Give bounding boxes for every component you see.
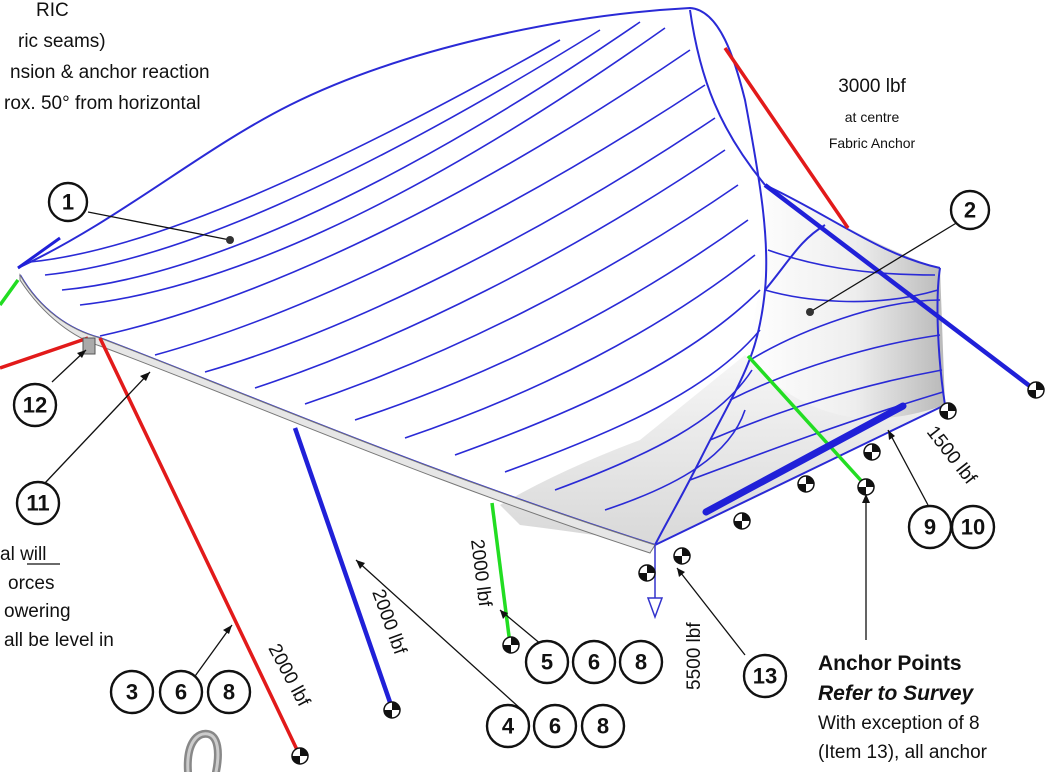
force-top-right-sub1: at centre — [845, 109, 900, 125]
anchor-marker — [638, 564, 656, 582]
force-top-right-sub2: Fabric Anchor — [829, 135, 916, 151]
force-right-edge: 1500 lbf — [922, 422, 981, 489]
svg-text:3: 3 — [126, 680, 138, 705]
callout-2: 2 — [949, 189, 991, 231]
force-corner: 5500 lbf — [684, 622, 705, 690]
note-top-line-1: RIC — [36, 0, 69, 21]
anchor-bar-blue — [702, 402, 907, 516]
cable-blue-right — [763, 183, 1037, 392]
note-left-line-4: all be level in — [4, 630, 114, 651]
svg-text:9: 9 — [924, 515, 936, 540]
callout-11: 11 — [15, 480, 61, 526]
note-left-line-3: owering — [4, 601, 71, 622]
cable-blue-center-post — [292, 427, 395, 709]
anchor-marker — [939, 402, 957, 420]
note-left-line-2: orces — [8, 573, 54, 594]
fabric-outline-top — [17, 6, 768, 546]
fabric-outline-right-side — [936, 267, 946, 406]
anchor-marker — [857, 478, 875, 496]
anchor-markers — [82, 337, 1045, 765]
callout-1: 1 — [47, 181, 89, 223]
fabric-outline-right-ridge — [764, 184, 941, 269]
force-green-post: 2000 lbf — [466, 538, 495, 608]
cable-green-center-post — [490, 502, 512, 645]
callout-group-4-6-8: 4 6 8 — [485, 703, 626, 749]
note-top-line-2: ric seams) — [18, 31, 106, 52]
fabric-seams — [29, 21, 944, 511]
cables — [0, 47, 1037, 757]
fabric-inner-fold — [689, 9, 826, 291]
anchor-marker — [733, 512, 751, 530]
shackle-image — [183, 729, 222, 772]
svg-text:5: 5 — [541, 650, 553, 675]
anchor-marker — [797, 475, 815, 493]
fabric-membrane — [17, 6, 946, 554]
anchor-note-line-1: With exception of 8 — [818, 713, 980, 734]
svg-text:6: 6 — [175, 680, 187, 705]
anchor-marker — [291, 747, 309, 765]
corner-plumb-bob — [646, 597, 664, 620]
callout-12: 12 — [12, 382, 58, 428]
callout-group-3-6-8: 3 6 8 — [109, 669, 252, 715]
svg-text:6: 6 — [588, 650, 600, 675]
anchor-marker — [383, 701, 401, 719]
note-left-line-1: al will — [0, 544, 46, 565]
notes-top-left: RIC ric seams) nsion & anchor reaction r… — [4, 0, 210, 114]
svg-text:10: 10 — [961, 515, 985, 540]
note-top-line-3: nsion & anchor reaction — [10, 62, 210, 83]
anchor-note-line-2: (Item 13), all anchor — [818, 742, 988, 763]
anchor-marker — [863, 443, 881, 461]
anchor-note-subtitle: Refer to Survey — [818, 682, 975, 705]
svg-text:6: 6 — [549, 714, 561, 739]
svg-text:11: 11 — [26, 491, 49, 516]
cable-green-right — [746, 354, 868, 488]
note-top-line-4: rox. 50° from horizontal — [4, 93, 201, 114]
svg-text:8: 8 — [635, 650, 647, 675]
force-blue-post: 2000 lbf — [367, 587, 410, 658]
cable-blue-far-left — [17, 236, 61, 270]
svg-text:1: 1 — [62, 190, 74, 215]
notes-left: al will orces owering all be level in — [0, 544, 114, 651]
callout-13: 13 — [742, 653, 788, 699]
cable-green-far-left — [0, 278, 20, 307]
svg-text:13: 13 — [753, 664, 777, 689]
anchor-note-title: Anchor Points — [818, 652, 962, 675]
anchor-points-note: Anchor Points Refer to Survey With excep… — [818, 652, 988, 763]
anchor-marker — [673, 547, 691, 565]
svg-text:2: 2 — [964, 198, 976, 223]
callout-group-9-10: 9 10 — [907, 504, 996, 550]
callout-group-5-6-8: 5 6 8 — [524, 639, 664, 685]
svg-text:12: 12 — [23, 393, 47, 418]
cable-red-top-right — [723, 47, 850, 229]
svg-text:4: 4 — [502, 714, 515, 739]
cable-red-left-post — [98, 337, 302, 757]
fabric-outline-bottom-right — [654, 404, 946, 546]
cable-red-far-left — [0, 336, 89, 370]
anchor-marker — [1027, 381, 1045, 399]
anchor-marker — [502, 636, 520, 654]
svg-text:8: 8 — [597, 714, 609, 739]
svg-text:8: 8 — [223, 680, 235, 705]
force-red-post: 2000 lbf — [264, 640, 315, 710]
force-top-right: 3000 lbf — [838, 76, 906, 97]
